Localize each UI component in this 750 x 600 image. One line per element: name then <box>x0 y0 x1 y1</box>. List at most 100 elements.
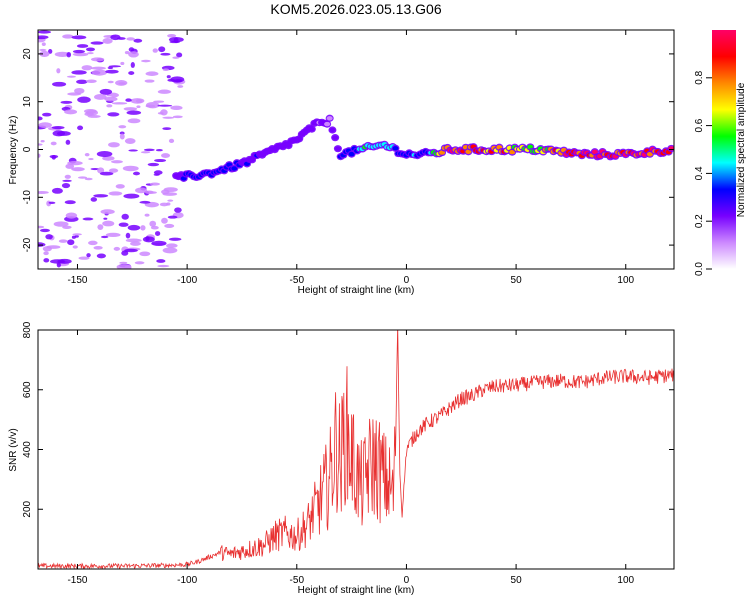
spectrogram-noise-cell <box>100 209 115 215</box>
spectrogram-cells <box>38 30 674 269</box>
spectrogram-noise-cell <box>127 224 141 231</box>
spectrogram-ridge-cell <box>392 146 399 151</box>
spectrogram-noise-cell <box>140 225 146 231</box>
snr-y-tick-label: 800 <box>22 321 33 338</box>
spectrogram-noise-cell <box>107 80 114 84</box>
spectrogram-noise-cell <box>160 153 171 158</box>
spectrogram-noise-cell <box>140 151 151 154</box>
spectrogram-noise-cell <box>111 160 123 164</box>
spectrogram-noise-cell <box>62 179 72 182</box>
spectrogram-noise-cell <box>161 217 168 224</box>
spectrogram-noise-cell <box>104 96 118 102</box>
spectrogram-ridge-cell <box>509 149 516 155</box>
spectrogram-noise-cell <box>53 221 69 227</box>
spectrogram-ridge-cell <box>591 149 598 154</box>
spectrogram-noise-cell <box>71 35 87 40</box>
spectrogram-noise-cell <box>119 133 125 140</box>
spectrogram-noise-cell <box>153 173 160 176</box>
spectrogram-noise-cell <box>90 57 105 62</box>
spectrogram-noise-cell <box>38 153 41 158</box>
spectrogram-ridge-cell <box>334 146 341 151</box>
snr-x-ticks: -150 -100 -50 0 50 100 <box>67 330 635 586</box>
spectrogram-noise-cell <box>166 75 171 79</box>
spectrogram-noise-cell <box>135 187 148 194</box>
spectrogram-noise-cell <box>77 176 88 179</box>
spectrogram-noise-cell <box>133 38 143 43</box>
spectrogram-ridge-cell <box>329 127 336 133</box>
spectrogram-noise-cell <box>38 242 46 247</box>
spectrogram-noise-cell <box>155 148 163 152</box>
spectrogram-noise-cell <box>111 102 128 105</box>
spectrogram-noise-cell <box>145 236 150 241</box>
spectrogram-noise-cell <box>121 213 129 220</box>
spectrogram-noise-cell <box>64 174 71 179</box>
snr-x-tick-label: -150 <box>67 575 87 586</box>
spectrogram-noise-cell <box>84 152 90 157</box>
snr-x-label: Height of straight line (km) <box>298 585 415 596</box>
spectrogram-noise-cell <box>157 89 172 94</box>
spectrogram-noise-cell <box>113 246 121 251</box>
spectrogram-noise-cell <box>124 248 138 253</box>
spectrogram-noise-cell <box>160 52 171 56</box>
spectrogram-noise-cell <box>144 190 154 195</box>
spectrogram-noise-cell <box>153 170 163 175</box>
spectrogram-noise-cell <box>96 253 106 259</box>
spectrogram-noise-cell <box>65 212 78 219</box>
spectrogram-noise-cell <box>154 231 161 236</box>
spectrogram-noise-cell <box>116 37 126 40</box>
spectrogram-noise-cell <box>132 171 141 176</box>
spectrogram-noise-cell <box>156 259 166 263</box>
snr-y-tick-label: 200 <box>22 500 33 517</box>
spectrogram-noise-cell <box>85 47 96 52</box>
spectrogram-noise-cell <box>144 79 155 83</box>
spectrogram-noise-cell <box>66 51 72 58</box>
spectrogram-noise-cell <box>123 193 140 199</box>
spectrogram-noise-cell <box>154 158 167 163</box>
spectrogram-noise-cell <box>163 187 178 193</box>
colorbar: 0.0 0.2 0.4 0.6 0.8 Normalized spectral ampl… <box>694 30 747 276</box>
spectrogram-noise-cell <box>120 61 125 66</box>
spectrogram-noise-cell <box>48 201 56 205</box>
spectrogram-noise-cell <box>90 41 104 45</box>
spectrogram-noise-cell <box>86 109 98 116</box>
spectrogram-noise-cell <box>107 66 114 70</box>
spectrogram-noise-cell <box>96 150 113 158</box>
spectrogram-ridge-cell <box>308 126 315 132</box>
figure-title: KOM5.2026.023.05.13.G06 <box>270 1 441 17</box>
snr-panel: -150 -100 -50 0 50 100 200 400 600 800 Height of… <box>8 321 675 596</box>
colorbar-ticks: 0.0 0.2 0.4 0.6 0.8 <box>694 70 712 276</box>
spectrogram-y-label: Frequency (Hz) <box>8 116 19 185</box>
spectrogram-noise-cell <box>101 235 109 239</box>
snr-y-label: SNR (v/v) <box>8 428 19 471</box>
spectrogram-y-tick-label: 20 <box>22 48 33 60</box>
spectrogram-noise-cell <box>123 107 138 111</box>
spectrogram-noise-cell <box>45 234 53 240</box>
spectrogram-y-tick-label: -20 <box>22 237 33 252</box>
spectrogram-noise-cell <box>153 100 165 103</box>
snr-x-tick-label: 50 <box>511 575 523 586</box>
spectrogram-noise-cell <box>125 98 132 102</box>
spectrogram-noise-cell <box>43 251 49 256</box>
spectrogram-noise-cell <box>87 115 101 118</box>
spectrogram-ridge-cell <box>285 143 292 148</box>
snr-y-tick-label: 400 <box>22 441 33 458</box>
spectrogram-noise-cell <box>172 56 180 59</box>
spectrogram-ridge-cell <box>324 121 331 127</box>
colorbar-bar <box>712 30 736 269</box>
spectrogram-noise-cell <box>122 172 128 175</box>
spectrogram-noise-cell <box>167 215 178 219</box>
spectrogram-noise-cell <box>143 140 158 143</box>
spectrogram-x-tick-label: 50 <box>511 275 523 286</box>
spectrogram-noise-cell <box>128 51 139 58</box>
spectrogram-noise-cell <box>77 96 91 103</box>
spectrogram-ridge-cell <box>332 135 339 140</box>
spectrogram-noise-cell <box>102 37 113 44</box>
spectrogram-noise-cell <box>77 125 84 131</box>
colorbar-tick-label: 0.6 <box>694 118 705 132</box>
spectrogram-noise-cell <box>115 184 125 189</box>
spectrogram-noise-cell <box>106 104 113 108</box>
spectrogram-noise-cell <box>124 51 130 55</box>
spectrogram-noise-cell <box>177 85 184 88</box>
spectrogram-x-tick-label: -150 <box>67 275 87 286</box>
